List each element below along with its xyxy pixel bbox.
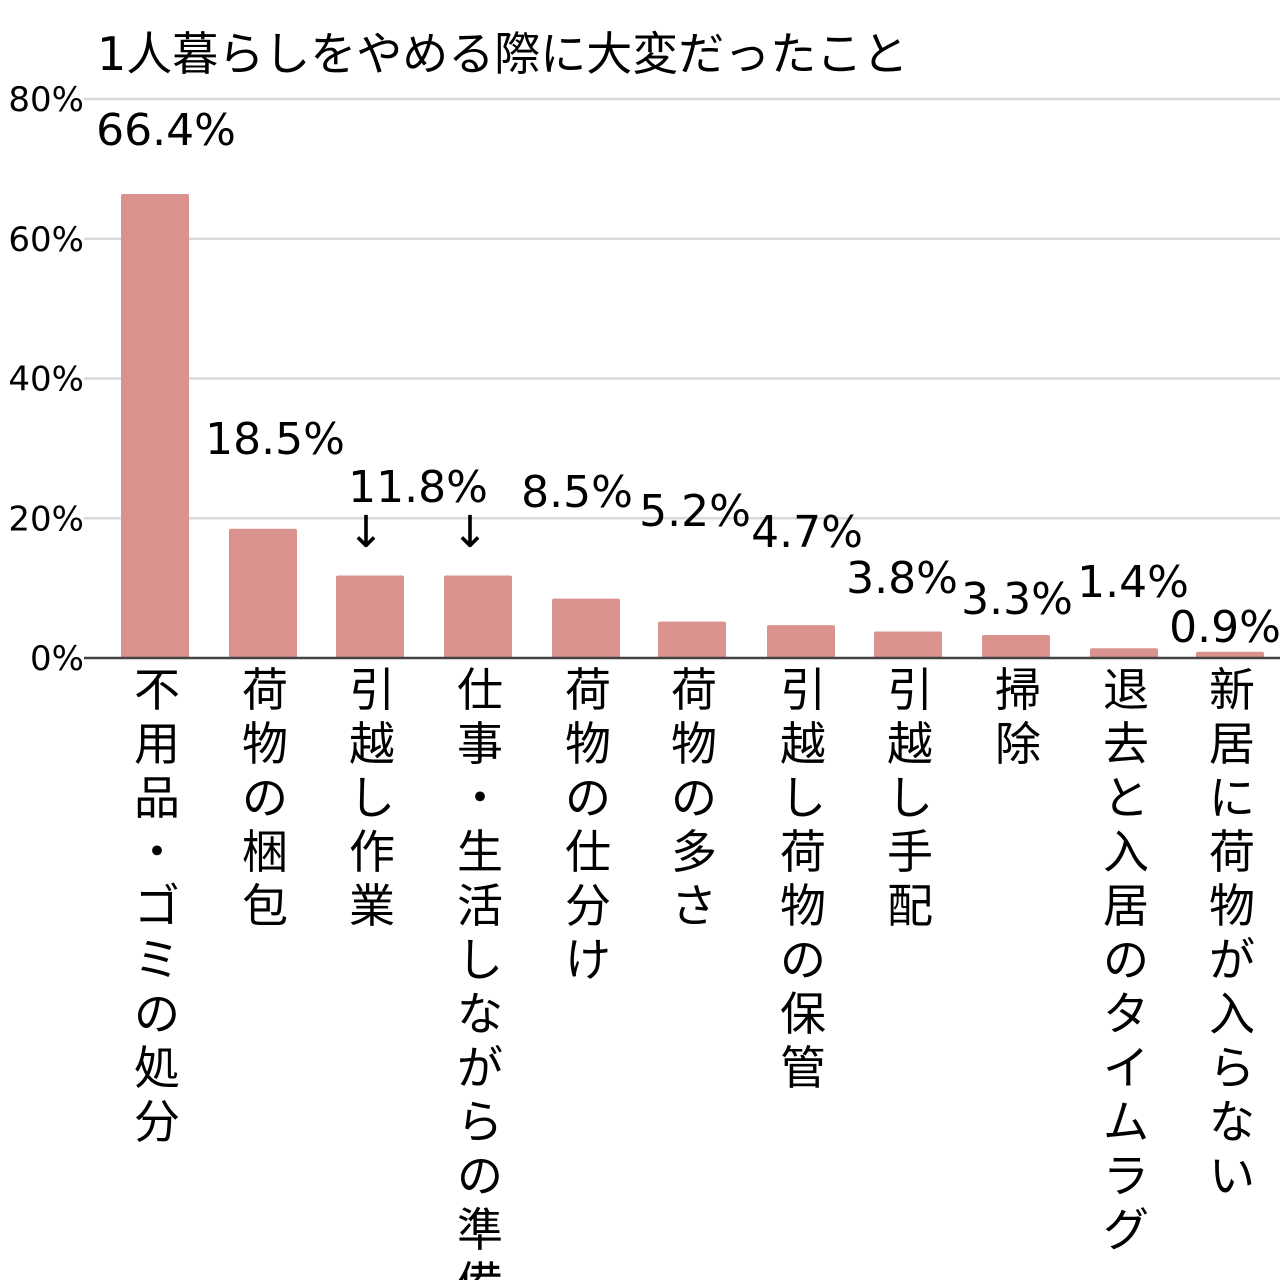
y-tick-label: 20% <box>8 499 84 539</box>
category-label: 掃除 <box>995 663 1041 771</box>
data-label: 5.2% <box>639 486 751 537</box>
category-label: 荷物の梱包 <box>242 663 288 933</box>
bar <box>229 528 297 658</box>
arrow-mark: ↓ <box>348 507 385 558</box>
category-label: 引越し荷物の保管 <box>780 663 826 1095</box>
category-label: 退去と入居のタイムラグ <box>1103 663 1149 1257</box>
data-label: 3.3% <box>961 574 1073 625</box>
y-tick-label: 40% <box>8 360 84 400</box>
bar <box>336 575 404 658</box>
data-label: 18.5% <box>205 414 345 465</box>
bar <box>1196 651 1264 658</box>
bar <box>874 631 942 658</box>
y-tick-label: 80% <box>8 80 84 120</box>
bar <box>121 194 189 658</box>
arrow-marks: ↓ ↓ <box>348 507 489 558</box>
bars <box>121 194 1264 658</box>
chart-title: 1人暮らしをやめる際に大変だったこと <box>97 27 908 81</box>
data-label: 66.4% <box>96 105 236 156</box>
data-label: 8.5% <box>521 467 633 518</box>
y-axis-ticks: 0% 20% 40% 60% 80% <box>8 80 84 679</box>
category-label: 仕事・生活しながらの準備 <box>457 663 503 1280</box>
data-label: 4.7% <box>751 507 863 558</box>
gridlines <box>84 97 1280 520</box>
category-label: 引越し手配 <box>887 663 933 933</box>
y-tick-label: 60% <box>8 220 84 260</box>
category-labels: 不用品・ゴミの処分 荷物の梱包 引越し作業 仕事・生活しながらの準備 荷物の仕分け 荷物の… <box>134 663 1255 1280</box>
bar <box>767 625 835 658</box>
data-label: 1.4% <box>1077 557 1189 608</box>
bar <box>444 575 512 658</box>
bar <box>552 598 620 658</box>
category-label: 新居に荷物が入らない <box>1209 663 1255 1203</box>
y-tick-label: 0% <box>30 639 84 679</box>
bar <box>982 634 1050 658</box>
arrow-mark: ↓ <box>452 507 489 558</box>
bar <box>658 621 726 658</box>
data-label: 3.8% <box>846 553 958 604</box>
category-label: 引越し作業 <box>349 663 395 933</box>
category-label: 荷物の多さ <box>671 663 717 933</box>
category-label: 荷物の仕分け <box>565 663 611 987</box>
bar <box>1090 648 1158 658</box>
data-label: 11.8% <box>348 462 488 513</box>
data-label: 0.9% <box>1169 602 1280 653</box>
category-label: 不用品・ゴミの処分 <box>134 663 180 1149</box>
data-labels: 66.4%18.5%↓11.8%8.5%5.2%4.7%3.8%3.3%1.4%… <box>96 105 1280 653</box>
